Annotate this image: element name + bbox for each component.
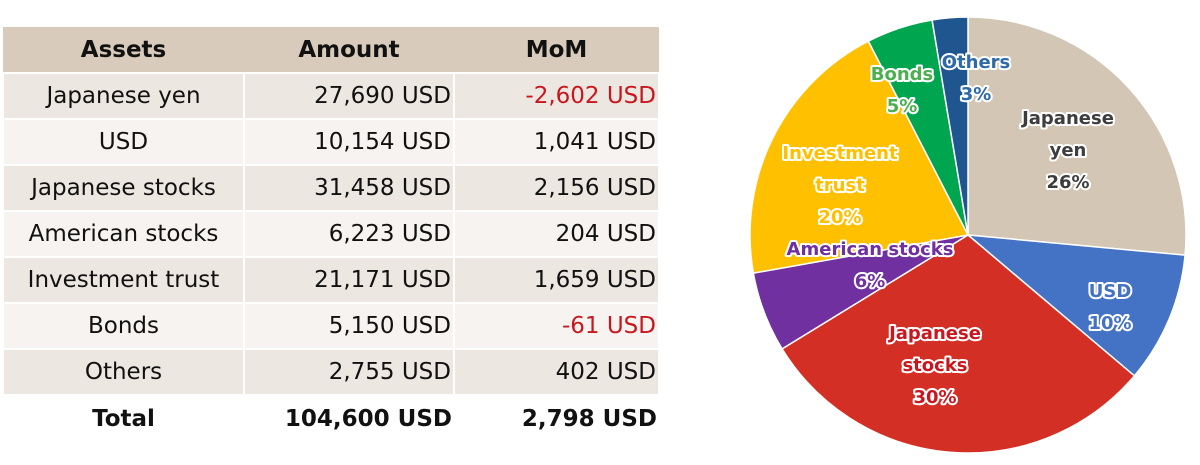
pie-slice-name: yen: [1050, 140, 1087, 161]
pie-chart: Japanese yen 26% USD 10% Japanese stocks 30% Ame…: [749, 16, 1187, 454]
pie-slice-name: Investment: [782, 143, 898, 164]
table-row: Investment trust 21,171 USD 1,659 USD: [2, 256, 660, 304]
table-row: Japanese yen 27,690 USD -2,602 USD: [2, 72, 660, 120]
table-row: Japanese stocks 31,458 USD 2,156 USD: [2, 164, 660, 212]
pie-slice: [967, 16, 1187, 256]
pie-slice-name: Japanese: [1020, 108, 1114, 129]
amount-cell: 2,755 USD: [243, 348, 455, 396]
total-amount-cell: 104,600 USD: [244, 395, 454, 441]
mom-cell: 204 USD: [453, 210, 660, 258]
pie-slice-label: Japanese yen 26%: [1020, 108, 1114, 193]
pie-slice-name: Bonds: [871, 64, 934, 85]
table-row: USD 10,154 USD 1,041 USD: [2, 118, 660, 166]
pie-slice-label: USD 10%: [1088, 281, 1131, 334]
pie-slice-percent: 20%: [818, 207, 861, 228]
pie-slice-name: stocks: [902, 355, 967, 376]
amount-cell: 21,171 USD: [243, 256, 455, 304]
pie-slice-name: trust: [815, 175, 865, 196]
asset-name-cell: Investment trust: [2, 256, 245, 304]
pie-slice: [749, 40, 970, 274]
total-row: Total 104,600 USD 2,798 USD: [3, 395, 659, 441]
asset-name-cell: Japanese yen: [2, 72, 245, 120]
pie-slice-name: USD: [1089, 281, 1132, 302]
pie-slice-label: Japanese stocks 30%: [887, 323, 981, 408]
total-mom-cell: 2,798 USD: [454, 395, 659, 441]
pie-slice-label: Investment trust 20%: [782, 143, 898, 228]
mom-cell: -2,602 USD: [453, 72, 660, 120]
asset-name-cell: Others: [2, 348, 245, 396]
pie-slice-percent: 6%: [855, 271, 886, 292]
table-header-row: Assets Amount MoM: [3, 27, 659, 73]
header-assets: Assets: [3, 27, 244, 73]
pie-slice-percent: 30%: [913, 387, 956, 408]
header-amount: Amount: [244, 27, 454, 73]
pie-slice-percent: 3%: [961, 84, 992, 105]
assets-table: Assets Amount MoM Japanese yen 27,690 US…: [2, 27, 660, 441]
header-mom: MoM: [454, 27, 659, 73]
amount-cell: 27,690 USD: [243, 72, 455, 120]
asset-name-cell: Bonds: [2, 302, 245, 350]
pie-slice-label: Bonds 5%: [871, 64, 934, 117]
amount-cell: 10,154 USD: [243, 118, 455, 166]
pie-slice: [931, 16, 969, 236]
table-row: Others 2,755 USD 402 USD: [2, 348, 660, 396]
table-row: American stocks 6,223 USD 204 USD: [2, 210, 660, 258]
pie-slice-percent: 5%: [887, 96, 918, 117]
mom-cell: 1,041 USD: [453, 118, 660, 166]
pie-slice-name: American stocks: [787, 239, 954, 260]
amount-cell: 31,458 USD: [243, 164, 455, 212]
mom-cell: 402 USD: [453, 348, 660, 396]
pie-slice: [781, 234, 1136, 454]
pie-slice: [965, 234, 1186, 377]
asset-name-cell: USD: [2, 118, 245, 166]
pie-slice-name: Japanese: [887, 323, 981, 344]
pie-slice-name: Others: [942, 52, 1011, 73]
total-label-cell: Total: [3, 395, 244, 441]
pie-slice-percent: 26%: [1046, 172, 1089, 193]
asset-name-cell: Japanese stocks: [2, 164, 245, 212]
pie-slice-percent: 10%: [1088, 313, 1131, 334]
mom-cell: 2,156 USD: [453, 164, 660, 212]
pie-slice-label: American stocks 6%: [787, 239, 954, 292]
amount-cell: 6,223 USD: [243, 210, 455, 258]
amount-cell: 5,150 USD: [243, 302, 455, 350]
pie-slice-label: Others 3%: [942, 52, 1011, 105]
asset-name-cell: American stocks: [2, 210, 245, 258]
mom-cell: 1,659 USD: [453, 256, 660, 304]
mom-cell: -61 USD: [453, 302, 660, 350]
table-row: Bonds 5,150 USD -61 USD: [2, 302, 660, 350]
